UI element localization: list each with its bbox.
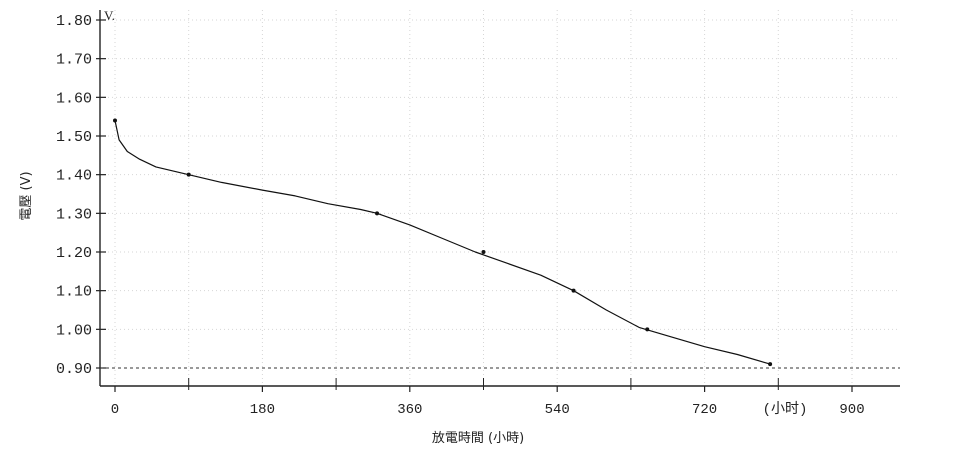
x-tick-label: 540 [545,402,570,418]
x-tick-label: 360 [397,402,422,418]
y-tick-label: 0.90 [56,361,92,378]
y-tick-label: 1.60 [56,90,92,107]
y-tick-label: 1.20 [56,245,92,262]
x-axis-title: 放電時間 (小時) [432,431,524,446]
x-tick-label: 900 [839,402,864,418]
x-tick-label: 180 [250,402,275,418]
y-tick-label: 1.40 [56,168,92,185]
data-point [768,362,773,367]
data-point [571,288,576,293]
y-tick-label: 1.00 [56,322,92,339]
grid [100,10,900,386]
y-tick-label: 1.70 [56,52,92,69]
data-point [113,118,117,123]
data-point [375,211,380,216]
y-tick-label: 1.10 [56,284,92,301]
y-tick-label: 1.50 [56,129,92,146]
x-unit-label: (小时) [763,401,808,418]
axes [99,10,900,387]
y-axis-title: 電壓 (V) [19,171,34,220]
y-tick-label: 1.80 [56,13,92,30]
y-tick-label: 1.30 [56,206,92,223]
x-axis-ticks: 0 180 360 540 720 900 [111,378,865,418]
y-axis-ticks: 1.80 1.70 1.60 1.50 1.40 1.30 1.20 1.10 1.00 0.90 [56,13,106,378]
series-line [114,120,771,365]
data-point [645,327,650,332]
data-point [481,250,486,254]
x-tick-label: 0 [111,402,119,418]
data-point [186,172,191,177]
y-unit-label: V. [104,8,115,23]
x-tick-label: 720 [692,402,717,418]
series-layer [113,118,773,367]
